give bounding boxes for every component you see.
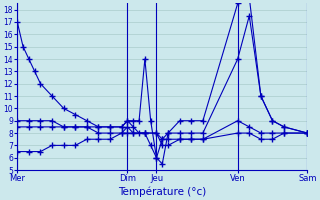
X-axis label: Température (°c): Température (°c) bbox=[118, 186, 206, 197]
